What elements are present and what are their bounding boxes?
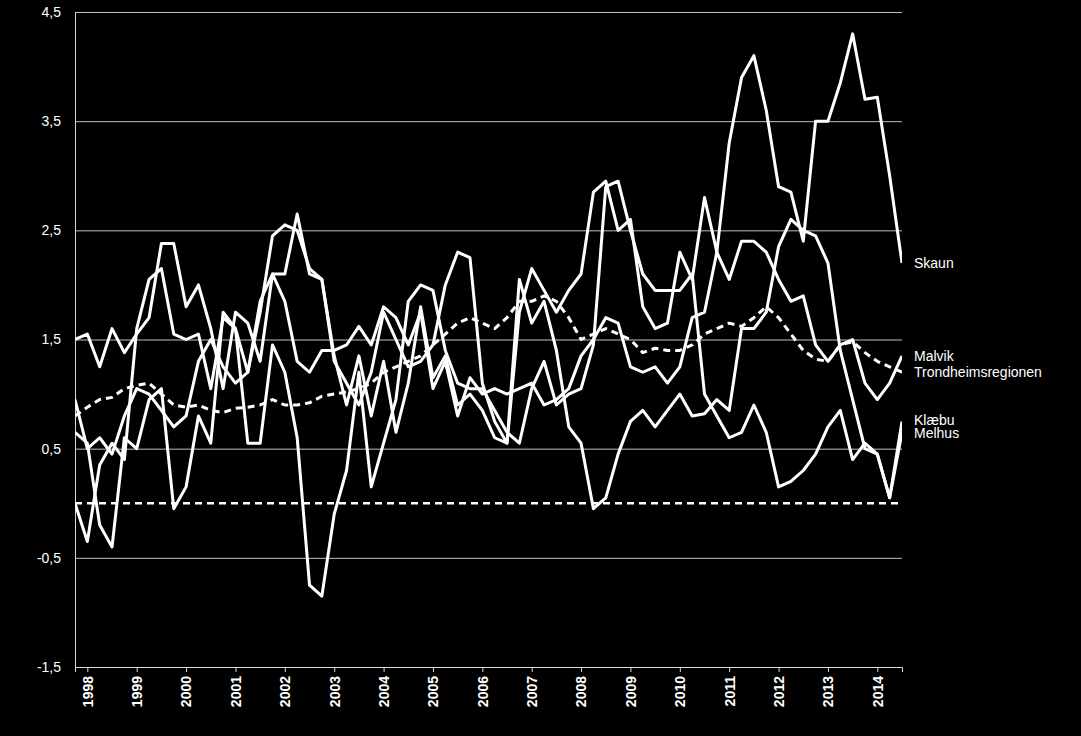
chart: -1,5 -0,5 0,5 1,5 2,5 3,5 4,5 1998 1999 2000 2001 2… — [0, 0, 1081, 736]
x-tick: 2008 — [573, 667, 589, 707]
y-tick: 1,5 — [42, 331, 902, 347]
x-tick: 2003 — [327, 667, 343, 707]
y-tick-label: -0,5 — [37, 550, 61, 566]
y-tick-label: 0,5 — [42, 441, 62, 457]
x-tick-label: 2011 — [722, 676, 738, 707]
y-axis-line — [76, 13, 903, 668]
series-line — [75, 241, 902, 416]
x-tick-label: 2003 — [327, 676, 343, 707]
x-tick-mark — [433, 667, 434, 672]
reference-line — [75, 502, 902, 505]
x-tick-label: 2008 — [573, 676, 589, 707]
x-tick-label: 2004 — [376, 676, 392, 707]
x-tick-mark — [630, 667, 631, 672]
grid-line — [75, 449, 902, 450]
x-axis: 1998 1999 2000 2001 2002 2003 2004 2005 2006 2007… — [76, 667, 903, 707]
x-tick: 2005 — [425, 667, 441, 707]
x-tick-label: 2007 — [524, 676, 540, 707]
y-axis: -1,5 -0,5 0,5 1,5 2,5 3,5 4,5 — [37, 4, 902, 675]
x-tick-label: 2013 — [820, 676, 836, 707]
y-tick: 2,5 — [42, 222, 902, 238]
x-tick-label: 2012 — [771, 676, 787, 707]
series-labels: SkaunMalvikTrondheimsregionenKlæbuMelhus — [914, 255, 1042, 441]
x-tick: 2000 — [178, 667, 194, 707]
y-tick-label: 2,5 — [42, 222, 62, 238]
y-tick: 3,5 — [42, 113, 902, 129]
grid-line — [75, 121, 902, 122]
x-tick: 2004 — [376, 667, 392, 707]
x-tick: 2007 — [524, 667, 540, 707]
series-label: Skaun — [914, 255, 954, 271]
x-tick-mark — [186, 667, 187, 672]
x-tick-mark — [877, 667, 878, 672]
y-tick-label: 1,5 — [42, 331, 62, 347]
grid-line — [75, 230, 902, 231]
x-tick-mark — [235, 667, 236, 672]
x-tick-mark — [581, 667, 582, 672]
series-line — [75, 181, 902, 596]
x-tick-mark — [137, 667, 138, 672]
x-tick-label: 2006 — [475, 676, 491, 707]
series-label: Trondheimsregionen — [914, 364, 1042, 380]
x-tick: 1999 — [129, 667, 145, 707]
x-tick-mark — [334, 667, 335, 672]
x-tick-mark — [729, 667, 730, 672]
series-label: Melhus — [914, 425, 959, 441]
x-tick-mark — [482, 667, 483, 672]
y-tick: -1,5 — [37, 659, 902, 675]
x-tick: 2014 — [870, 667, 886, 707]
x-tick-label: 1999 — [129, 676, 145, 707]
x-tick-mark — [680, 667, 681, 672]
x-tick: 2001 — [228, 667, 244, 707]
x-tick: 2011 — [722, 667, 738, 706]
y-tick-label: 3,5 — [42, 113, 62, 129]
background — [0, 0, 1081, 736]
x-tick-mark — [384, 667, 385, 672]
x-tick-label: 2005 — [425, 676, 441, 707]
grid-line — [75, 12, 902, 13]
y-tick-label: 4,5 — [42, 4, 62, 20]
x-tick: 2009 — [623, 667, 639, 707]
x-tick-mark — [285, 667, 286, 672]
x-tick: 2006 — [475, 667, 491, 707]
plot: -1,5 -0,5 0,5 1,5 2,5 3,5 4,5 1998 1999 2000 2001 2… — [37, 4, 1042, 707]
x-tick: 2013 — [820, 667, 836, 707]
x-tick-mark — [779, 667, 780, 672]
grid-line — [75, 558, 902, 559]
x-tick-mark — [828, 667, 829, 672]
x-tick-label: 2014 — [870, 676, 886, 707]
x-tick: 2002 — [277, 667, 293, 707]
y-tick: 0,5 — [42, 441, 902, 457]
x-axis-line — [76, 668, 903, 673]
x-tick-label: 2001 — [228, 676, 244, 707]
x-tick-mark — [87, 667, 88, 672]
series-line — [75, 219, 902, 508]
x-tick-mark — [532, 667, 533, 672]
x-tick: 1998 — [80, 667, 96, 707]
y-tick: 4,5 — [42, 4, 902, 20]
y-tick: -0,5 — [37, 550, 902, 566]
x-tick-label: 2002 — [277, 676, 293, 707]
marks — [75, 34, 902, 596]
x-tick-label: 2010 — [672, 676, 688, 707]
series-label: Malvik — [914, 348, 955, 364]
x-tick-label: 2009 — [623, 676, 639, 707]
x-tick-label: 1998 — [80, 676, 96, 707]
x-tick: 2010 — [672, 667, 688, 707]
x-tick-label: 2000 — [178, 676, 194, 707]
x-tick: 2012 — [771, 667, 787, 707]
y-tick-label: -1,5 — [37, 659, 61, 675]
series-line — [75, 34, 902, 542]
